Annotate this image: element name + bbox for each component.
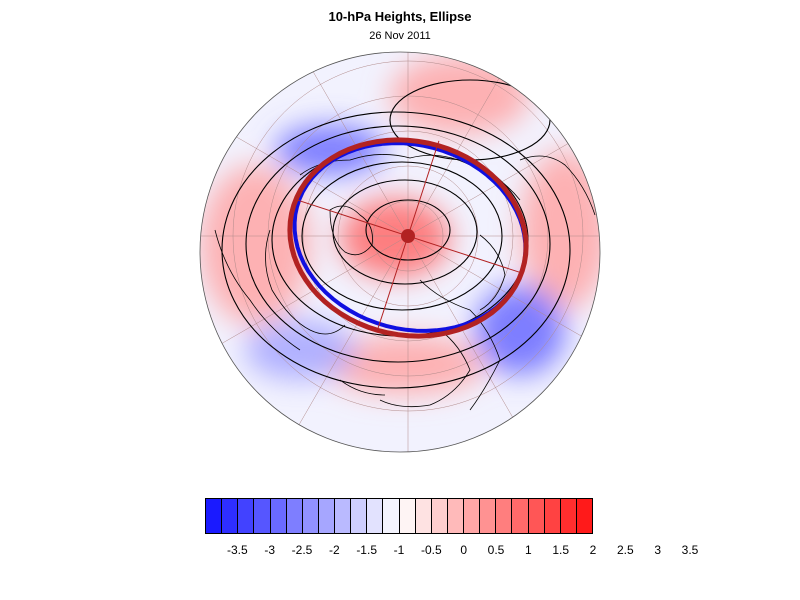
colorbar-swatch — [560, 499, 577, 533]
colorbar-swatch — [496, 499, 513, 533]
height-contour — [245, 125, 551, 363]
colorbar-swatch — [335, 499, 352, 533]
red-ellipse — [287, 137, 529, 339]
meridian-line — [407, 52, 539, 237]
colorbar-tick-label: 0.5 — [487, 543, 505, 557]
colorbar-swatch — [528, 499, 545, 533]
colorbar-tick-label: -2 — [328, 543, 340, 557]
colorbar-swatch — [286, 499, 303, 533]
colorbar-swatch — [431, 499, 448, 533]
colorbar-swatch — [447, 499, 464, 533]
globe-outline — [199, 51, 601, 453]
ellipse-center-marker — [401, 229, 415, 243]
anomaly-field — [200, 55, 600, 395]
colorbar-swatch — [302, 499, 319, 533]
colorbar-tick-label: 1.5 — [552, 543, 569, 557]
colorbar-swatch — [576, 499, 592, 533]
colorbar-swatch — [464, 499, 481, 533]
colorbar-swatch — [544, 499, 561, 533]
anomaly-negative-northwest — [275, 125, 385, 175]
polar-map — [199, 51, 601, 453]
meridian-line — [277, 235, 409, 452]
colorbar-tick-label: -2.5 — [291, 543, 313, 557]
colorbar-swatch — [367, 499, 384, 533]
map-date: 26 Nov 2011 — [369, 30, 431, 42]
colorbar-tick-label: 3 — [654, 543, 661, 557]
colorbar-tick-label: 2 — [589, 543, 597, 557]
colorbar-swatch — [512, 499, 529, 533]
colorbar-swatch — [206, 499, 223, 533]
colorbar-tick-label: -0.5 — [420, 543, 442, 557]
colorbar-swatch — [351, 499, 368, 533]
colorbar-tick-label: 0 — [460, 543, 467, 557]
colorbar-tick-label: -1 — [393, 543, 405, 557]
meridian-line — [277, 52, 409, 237]
height-contour — [221, 111, 571, 389]
anomaly-positive-north — [390, 55, 530, 135]
colorbar-labels: -3.5 -3 -2.5 -2 -1.5 -1 -0.5 0 0.5 1 1.5 2 2.5 3 3.5 — [0, 543, 800, 561]
blue-ellipse — [292, 141, 528, 333]
colorbar-swatch — [480, 499, 497, 533]
colorbar — [205, 498, 593, 534]
colorbar-swatch — [399, 499, 416, 533]
colorbar-tick-label: -3.5 — [226, 543, 248, 557]
map-title: 10-hPa Heights, Ellipse — [328, 9, 472, 24]
colorbar-swatch — [254, 499, 271, 533]
colorbar-swatch — [415, 499, 432, 533]
anomaly-positive-south — [325, 335, 485, 395]
colorbar-tick-label: -3 — [264, 543, 275, 557]
height-contour — [365, 199, 451, 261]
colorbar-tick-label: 3.5 — [681, 543, 699, 557]
colorbar-tick-label: 1 — [524, 543, 532, 557]
anomaly-negative-southeast — [475, 285, 565, 375]
colorbar-swatch — [383, 499, 400, 533]
colorbar-tick-label: 2.5 — [616, 543, 634, 557]
colorbar-tick-label: -1.5 — [356, 543, 377, 557]
colorbar-swatch — [318, 499, 335, 533]
colorbar-swatch — [270, 499, 287, 533]
colorbar-swatch — [238, 499, 255, 533]
height-contour — [301, 161, 503, 311]
anomaly-positive-east — [520, 150, 600, 310]
colorbar-swatch — [222, 499, 239, 533]
height-contour — [332, 179, 478, 285]
